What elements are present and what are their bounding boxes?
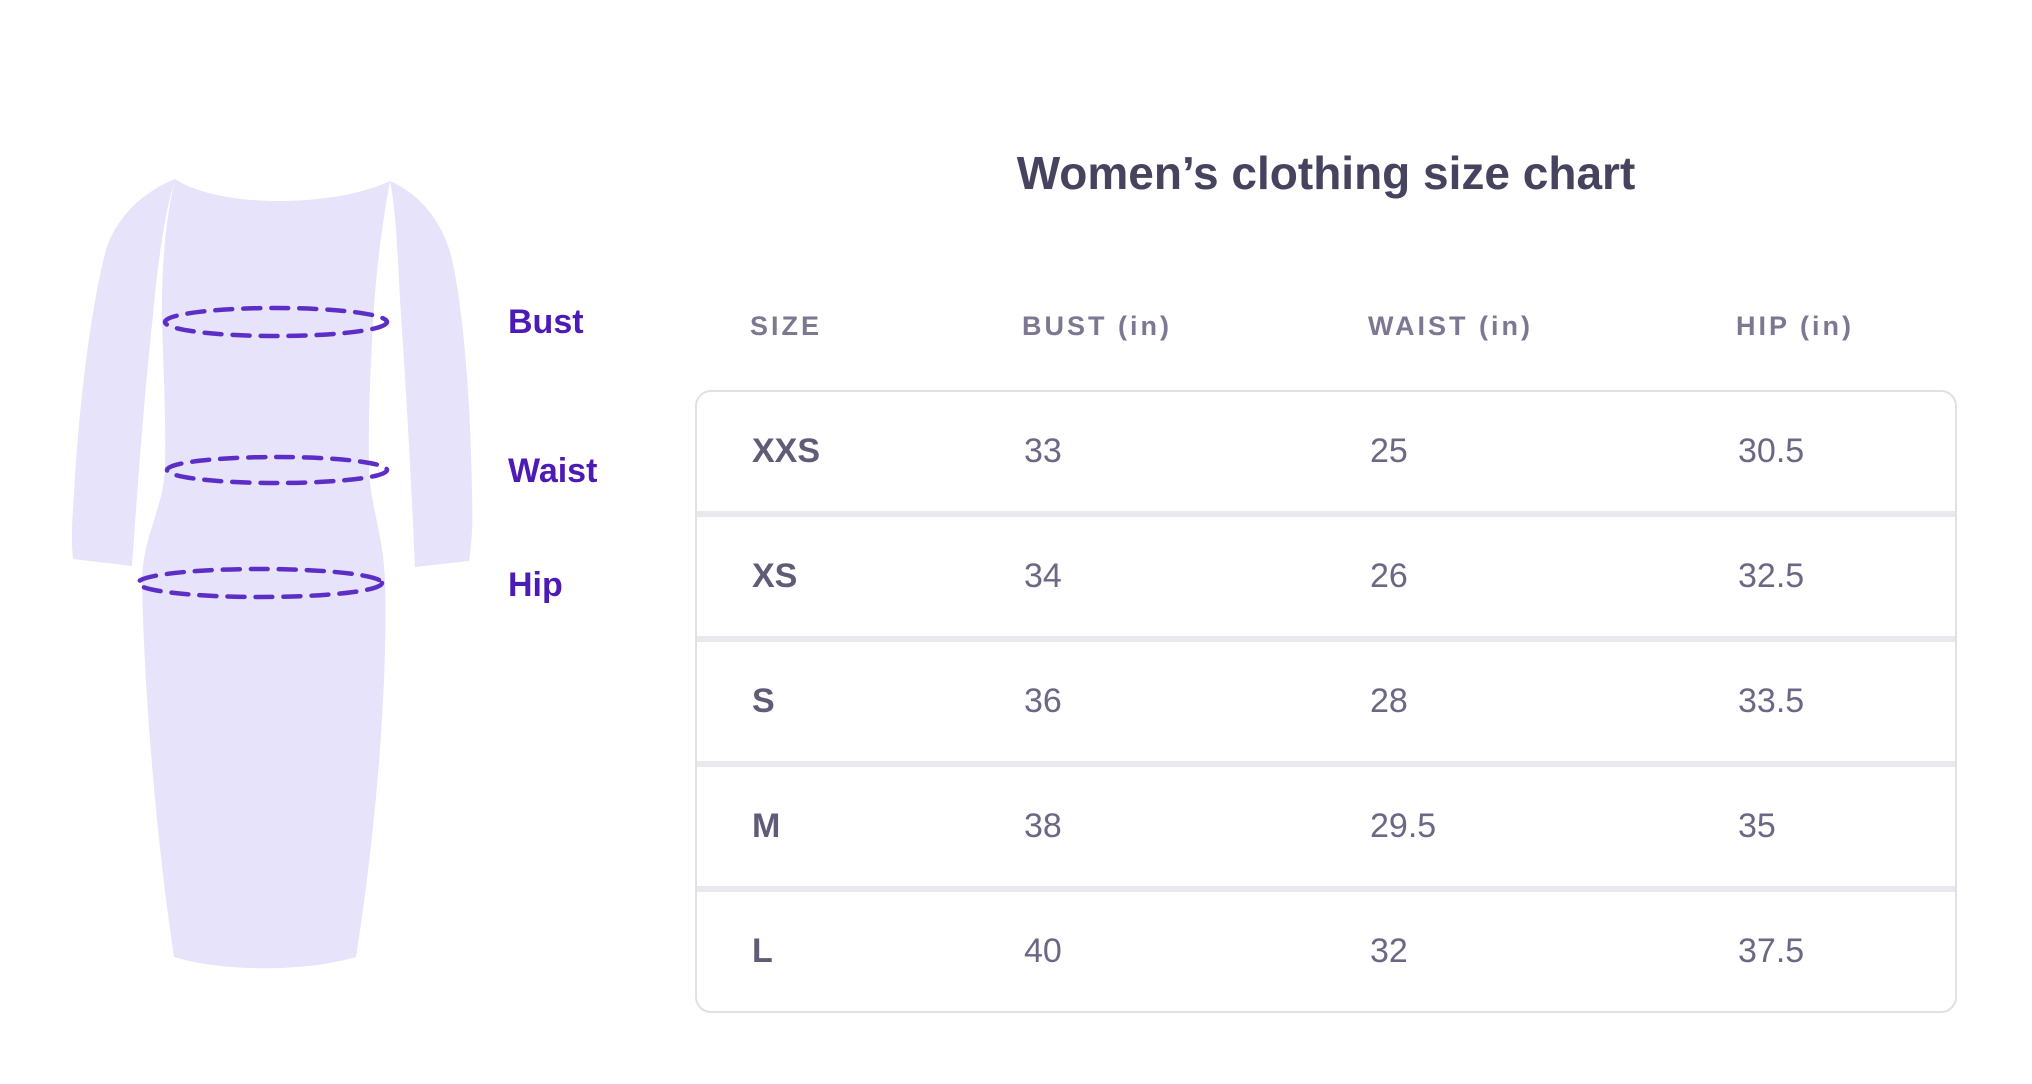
cell-bust: 38 (1024, 807, 1062, 845)
dress-body-shape (142, 179, 390, 969)
page-title: Women’s clothing size chart (1016, 147, 1636, 199)
waist-measure-ellipse (164, 454, 390, 486)
table-row-m: M 38 29.5 35 (697, 761, 1955, 886)
cell-bust: 34 (1024, 557, 1062, 595)
cell-size: XS (752, 557, 798, 595)
bust-label: Bust (508, 303, 584, 341)
dress-left-sleeve-shape (71, 179, 175, 566)
table-row-xxs: XXS 33 25 30.5 (697, 392, 1955, 511)
cell-waist: 29.5 (1370, 807, 1437, 845)
cell-size: L (752, 932, 773, 970)
column-header-bust: BUST (in) (1022, 310, 1172, 341)
table-row-l: L 40 32 37.5 (697, 886, 1955, 1011)
cell-hip: 30.5 (1738, 432, 1805, 470)
size-chart-table: XXS 33 25 30.5 XS 34 26 32.5 S 36 28 33.… (695, 390, 1957, 1013)
hip-label: Hip (508, 566, 563, 604)
bust-measure-ellipse (162, 305, 390, 339)
dress-right-sleeve-shape (390, 181, 473, 567)
cell-bust: 36 (1024, 682, 1062, 720)
cell-waist: 28 (1370, 682, 1408, 720)
cell-waist: 32 (1370, 932, 1408, 970)
table-header-row: SIZE BUST (in) WAIST (in) HIP (in) (695, 302, 1957, 350)
cell-hip: 32.5 (1738, 557, 1805, 595)
cell-bust: 40 (1024, 932, 1062, 970)
cell-waist: 26 (1370, 557, 1408, 595)
cell-size: S (752, 682, 775, 720)
cell-hip: 35 (1738, 807, 1776, 845)
table-row-s: S 36 28 33.5 (697, 636, 1955, 761)
cell-size: XXS (752, 432, 821, 470)
hip-measure-ellipse (135, 566, 385, 600)
cell-hip: 33.5 (1738, 682, 1805, 720)
dress-silhouette-illustration (71, 179, 473, 969)
column-header-hip: HIP (in) (1736, 310, 1854, 341)
table-row-xs: XS 34 26 32.5 (697, 511, 1955, 636)
column-header-size: SIZE (750, 310, 823, 341)
cell-hip: 37.5 (1738, 932, 1805, 970)
cell-size: M (752, 807, 781, 845)
cell-bust: 33 (1024, 432, 1062, 470)
waist-label: Waist (508, 452, 598, 490)
cell-waist: 25 (1370, 432, 1408, 470)
column-header-waist: WAIST (in) (1368, 310, 1533, 341)
